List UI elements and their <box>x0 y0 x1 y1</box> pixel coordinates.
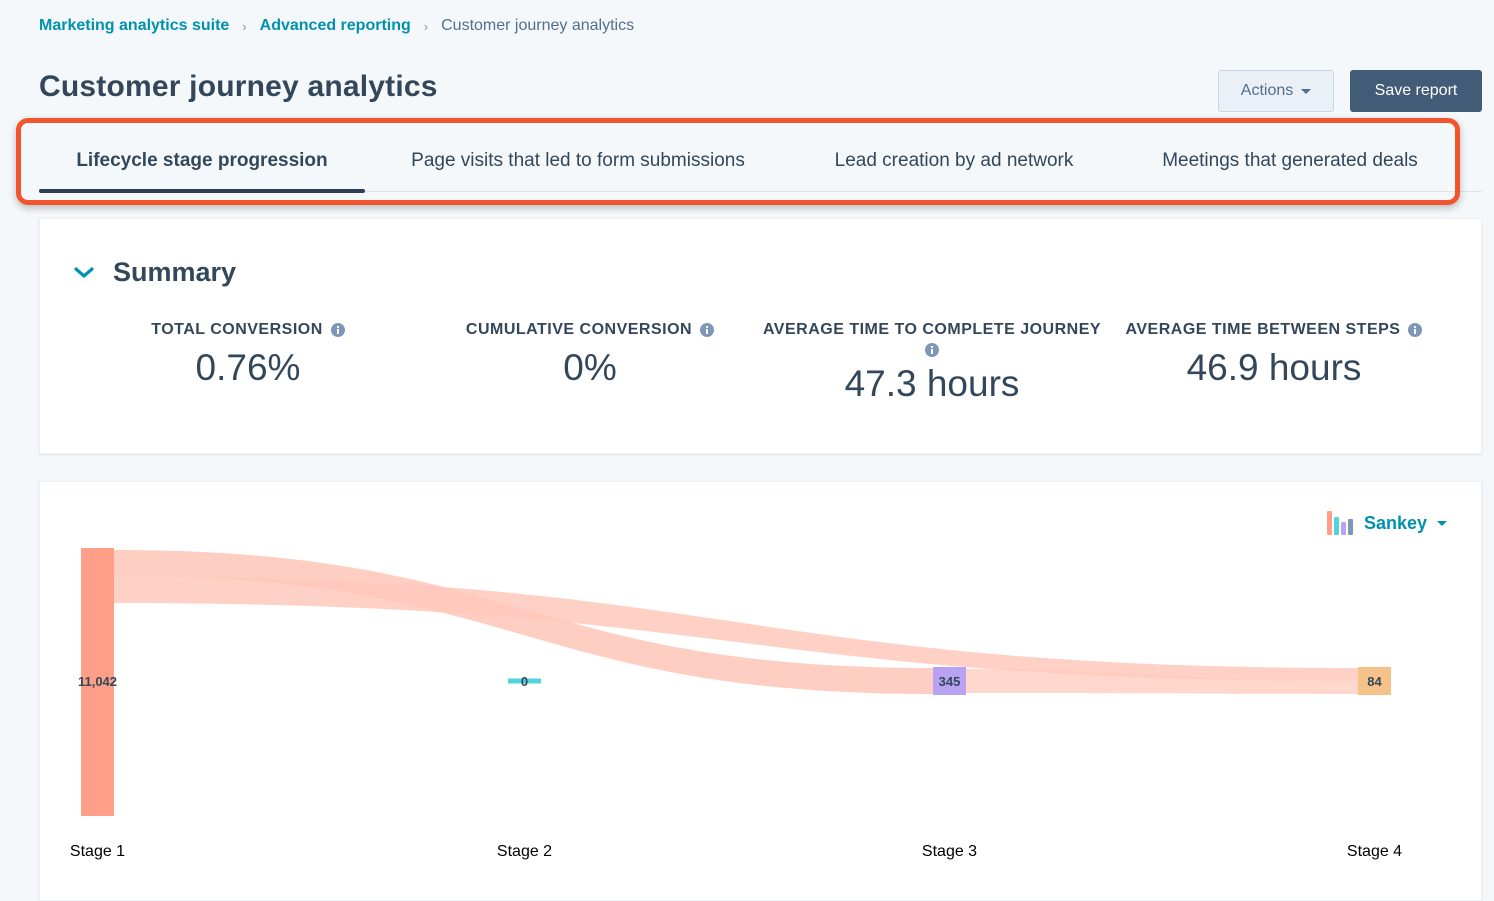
metric-label: TOTAL CONVERSION <box>151 321 323 338</box>
metric-average-time-between-steps: AVERAGE TIME BETWEEN STEPS 46.9 hours <box>1124 321 1424 389</box>
metric-label: CUMULATIVE CONVERSION <box>465 321 693 338</box>
metric-average-time-complete-journey: AVERAGE TIME TO COMPLETE JOURNEY 47.3 ho… <box>762 321 1102 405</box>
sankey-stage-label-4: Stage 4 <box>1347 843 1402 860</box>
page-title: Customer journey analytics <box>39 70 438 103</box>
breadcrumb-current: Customer journey analytics <box>441 17 635 34</box>
report-tabs: Lifecycle stage progression Page visits … <box>39 130 1482 193</box>
metric-label: AVERAGE TIME TO COMPLETE JOURNEY <box>762 321 1102 338</box>
sankey-node-value-4: 84 <box>1367 674 1382 689</box>
tab-lifecycle-stage-progression[interactable]: Lifecycle stage progression <box>39 130 365 193</box>
caret-down-icon <box>1437 520 1448 526</box>
sankey-stage-label-2: Stage 2 <box>497 843 552 860</box>
actions-button-label: Actions <box>1240 82 1294 99</box>
sankey-chart-icon <box>1327 511 1353 535</box>
metric-label: AVERAGE TIME BETWEEN STEPS <box>1125 321 1401 338</box>
metric-value: 0.76% <box>195 347 301 388</box>
sankey-stage-label-1: Stage 1 <box>70 843 125 860</box>
info-icon[interactable] <box>700 323 715 337</box>
chart-type-label: Sankey <box>1364 512 1428 533</box>
breadcrumb-link-marketing-analytics-suite[interactable]: Marketing analytics suite <box>39 17 230 34</box>
info-icon[interactable] <box>330 323 345 337</box>
sankey-link-stage1-stage3 <box>114 550 933 694</box>
caret-down-icon <box>1301 88 1312 94</box>
metric-value: 46.9 hours <box>1186 347 1362 388</box>
actions-dropdown-button[interactable]: Actions <box>1218 70 1334 112</box>
metric-cumulative-conversion: CUMULATIVE CONVERSION 0% <box>450 321 730 389</box>
breadcrumb-link-advanced-reporting[interactable]: Advanced reporting <box>259 17 411 34</box>
metric-total-conversion: TOTAL CONVERSION 0.76% <box>108 321 388 389</box>
sankey-node-value-2: 0 <box>521 674 528 689</box>
sankey-link-stage1-stage4 <box>114 576 1358 681</box>
tab-meetings-generated-deals[interactable]: Meetings that generated deals <box>1162 150 1418 171</box>
info-icon[interactable] <box>925 343 939 357</box>
save-report-button[interactable]: Save report <box>1350 70 1482 112</box>
chevron-down-icon[interactable] <box>72 261 96 285</box>
metric-value: 0% <box>563 347 617 388</box>
sankey-node-value-1: 11,042 <box>78 674 117 689</box>
metric-value: 47.3 hours <box>844 363 1020 404</box>
summary-title: Summary <box>113 257 237 287</box>
sankey-node-3 <box>933 667 966 695</box>
sankey-stage-label-3: Stage 3 <box>922 843 977 860</box>
tab-page-visits-form-submissions[interactable]: Page visits that led to form submissions <box>411 150 745 171</box>
summary-card: Summary TOTAL CONVERSION 0.76% CUMULATIV… <box>39 218 1482 454</box>
sankey-chart-card: Sankey 11,042 Stage 1 0 Stage 2 345 Stage 3 84… <box>39 481 1482 901</box>
breadcrumb: Marketing analytics suite › Advanced rep… <box>39 17 634 35</box>
breadcrumb-separator-icon: › <box>242 18 247 34</box>
sankey-node-1 <box>81 548 114 816</box>
sankey-node-2 <box>508 678 541 684</box>
tab-lead-creation-ad-network[interactable]: Lead creation by ad network <box>834 150 1074 171</box>
sankey-chart: 11,042 Stage 1 0 Stage 2 345 Stage 3 84 Stage 4 <box>70 548 1402 860</box>
chart-type-dropdown[interactable]: Sankey <box>1326 510 1448 536</box>
sankey-node-4 <box>1358 667 1391 695</box>
sankey-node-value-3: 345 <box>939 674 961 689</box>
breadcrumb-separator-icon: › <box>423 18 429 34</box>
info-icon[interactable] <box>1408 323 1423 337</box>
sankey-link-stage3-stage4 <box>966 669 1358 694</box>
